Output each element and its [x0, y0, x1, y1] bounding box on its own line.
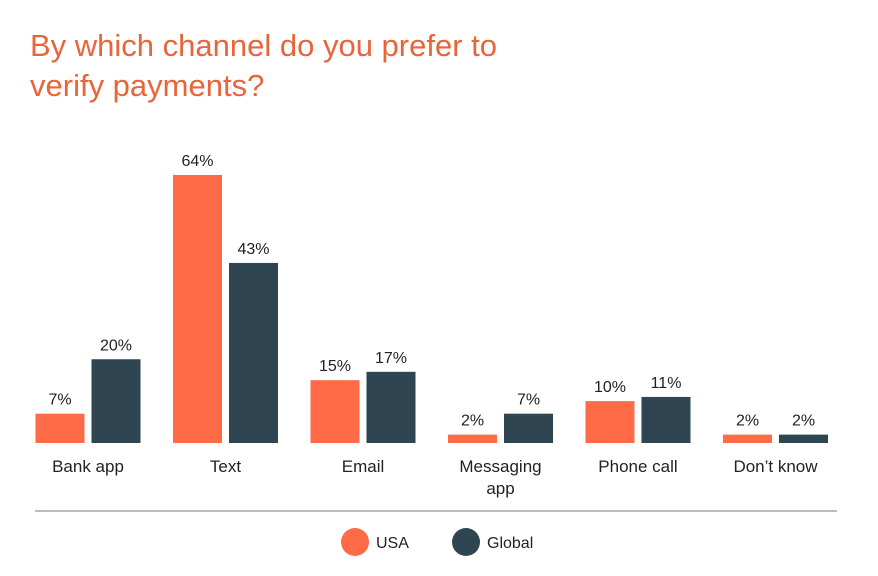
- legend-marker: [452, 528, 480, 556]
- bar: [310, 380, 360, 443]
- bar: [366, 371, 416, 443]
- bar: [35, 413, 85, 443]
- data-label: 11%: [651, 375, 682, 392]
- bar: [641, 396, 691, 443]
- bar: [779, 434, 828, 443]
- data-label: 7%: [48, 392, 71, 409]
- x-tick-label: Messaging app: [459, 457, 542, 498]
- data-label: 64%: [181, 153, 213, 170]
- bar: [448, 434, 497, 443]
- legend-marker: [341, 528, 369, 556]
- data-label: 2%: [792, 413, 815, 430]
- data-label: 43%: [237, 241, 269, 258]
- data-label: 15%: [319, 358, 351, 375]
- data-label: 2%: [736, 413, 759, 430]
- x-tick-label: Email: [341, 457, 385, 476]
- data-label: 7%: [517, 392, 540, 409]
- data-label: 10%: [594, 379, 626, 396]
- x-tick-label: Phone call: [598, 457, 678, 476]
- data-label: 17%: [375, 350, 407, 367]
- x-tick-label: Don’t know: [733, 457, 818, 476]
- legend-label: Global: [487, 535, 533, 552]
- chart-title: By which channel do you prefer to verify…: [30, 28, 497, 103]
- x-tick-label: Text: [209, 457, 242, 476]
- bar: [91, 359, 141, 443]
- bar: [504, 413, 553, 443]
- bar: [229, 262, 278, 443]
- data-label: 20%: [100, 337, 132, 354]
- data-label: 2%: [461, 413, 484, 430]
- legend-label: USA: [376, 535, 409, 552]
- bar: [723, 434, 772, 443]
- bar: [585, 401, 635, 443]
- bar: [173, 175, 222, 443]
- x-tick-label: Bank app: [52, 457, 124, 476]
